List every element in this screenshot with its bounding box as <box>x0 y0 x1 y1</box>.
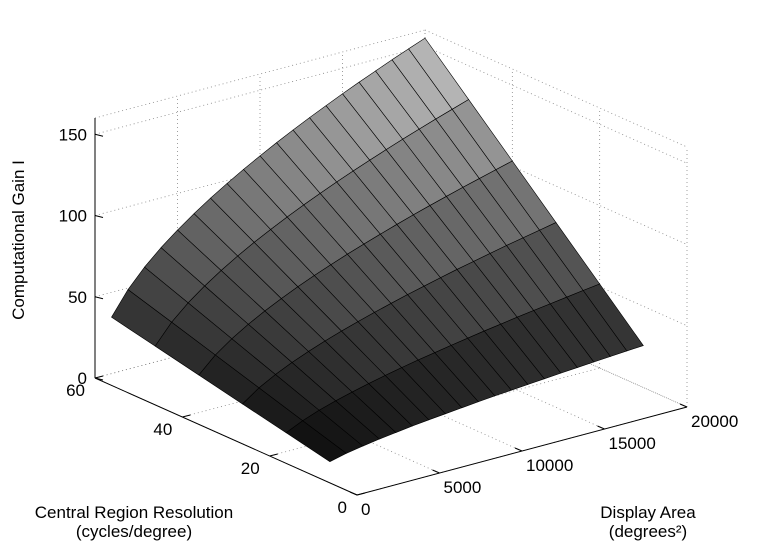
x-axis-label: (degrees²) <box>609 522 687 541</box>
z-tick-label: 0 <box>78 369 87 388</box>
z-axis-label: Computational Gain I <box>9 160 28 320</box>
grid-line <box>94 45 426 135</box>
z-tick-label: 150 <box>59 125 87 144</box>
y-tick-label: 60 <box>66 381 85 400</box>
x-axis-label: Display Area <box>600 503 696 522</box>
y-tick-label: 40 <box>153 420 172 439</box>
tick-mark <box>349 491 358 496</box>
tick-mark <box>432 469 440 474</box>
x-tick-label: 0 <box>361 500 370 519</box>
surface-patch <box>285 420 347 463</box>
tick-mark <box>94 377 104 381</box>
tick-mark <box>182 414 191 418</box>
tick-mark <box>597 425 605 430</box>
tick-mark <box>94 375 104 379</box>
tick-mark <box>269 453 278 457</box>
tick-mark <box>94 296 104 300</box>
tick-mark <box>679 403 688 408</box>
x-tick-label: 10000 <box>526 456 573 475</box>
x-tick-label: 5000 <box>444 478 482 497</box>
x-tick-label: 20000 <box>691 412 738 431</box>
x-tick-label: 15000 <box>609 434 656 453</box>
tick-mark <box>356 492 366 496</box>
y-tick-label: 20 <box>241 459 260 478</box>
z-tick-label: 50 <box>68 288 87 307</box>
y-axis-label: (cycles/degree) <box>76 522 192 541</box>
y-axis-label: Central Region Resolution <box>35 503 233 522</box>
tick-mark <box>94 133 104 137</box>
tick-mark <box>514 447 523 452</box>
y-axis <box>94 377 358 496</box>
z-tick-label: 100 <box>59 207 87 226</box>
tick-mark <box>94 215 104 218</box>
y-tick-label: 0 <box>338 498 347 517</box>
box-edge <box>94 29 426 119</box>
